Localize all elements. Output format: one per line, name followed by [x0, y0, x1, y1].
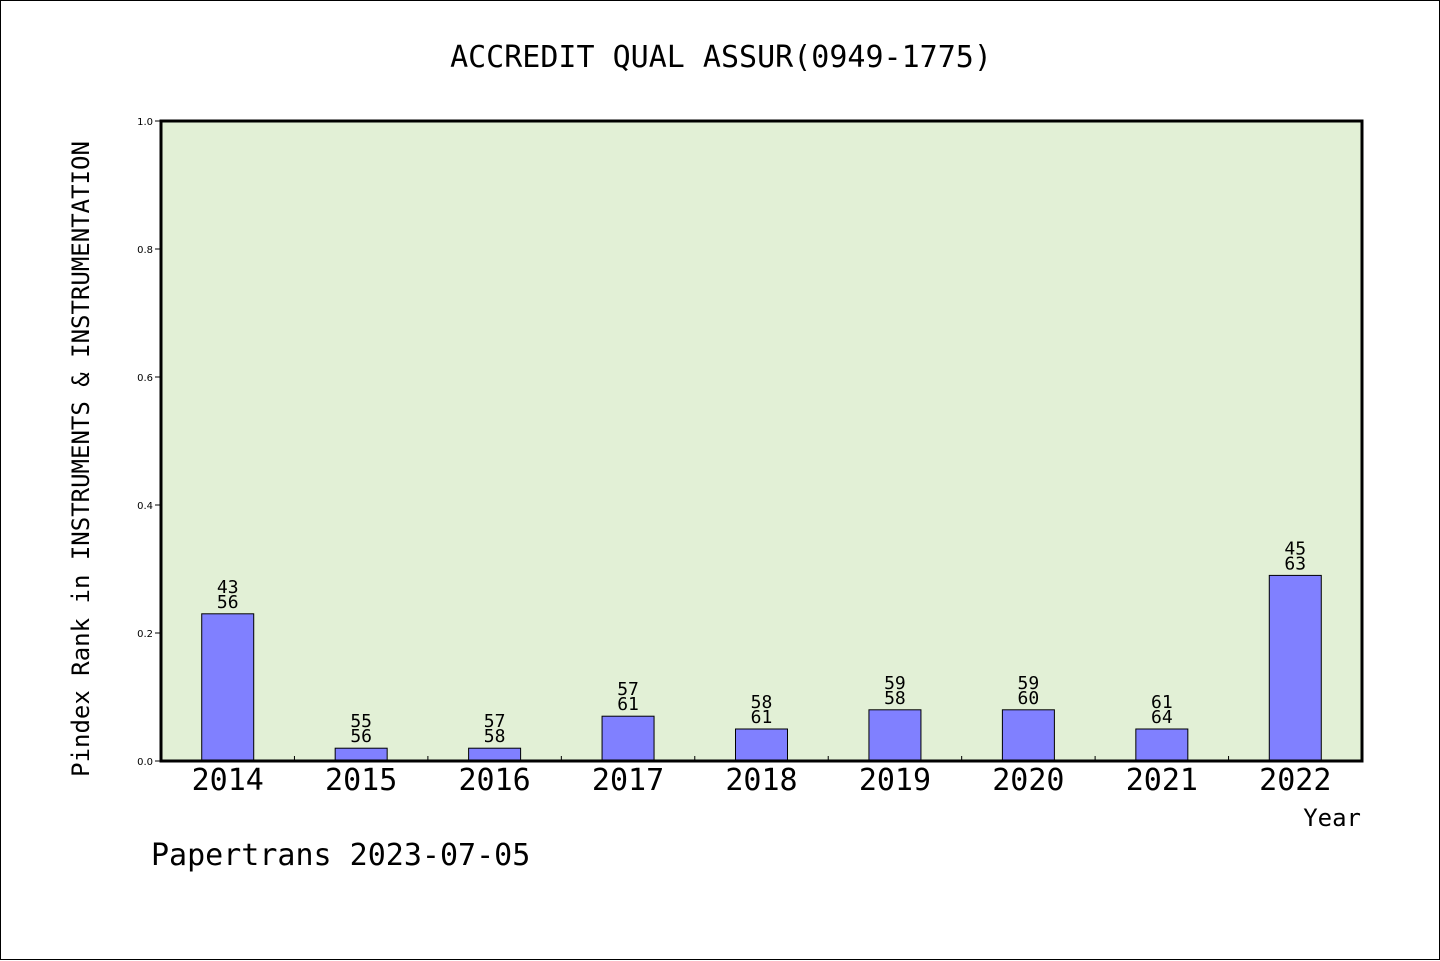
bar-rank-label-2017: 57 [617, 679, 639, 700]
ticks-layer: 2014 2015 2016 2017 2018 2019 2020 2021 2022 0.0 0… [137, 117, 1331, 798]
bar-2020 [1001, 709, 1055, 762]
y-tick-label: 0.2 [137, 629, 153, 640]
bar-2021 [1135, 728, 1189, 762]
bar-rank-label-2018: 58 [751, 692, 773, 713]
bar-rank-label-2020: 59 [1018, 673, 1040, 694]
bar-total-label-2014: 56 [217, 592, 239, 613]
x-axis-label: Year [1303, 804, 1361, 832]
bar-2014 [201, 613, 255, 762]
bar-2018 [735, 728, 788, 762]
y-tick-label: 0.6 [137, 373, 153, 384]
bar-2019 [868, 709, 922, 762]
y-tick-label: 1.0 [137, 117, 153, 128]
bar-total-label-2015: 56 [350, 726, 372, 747]
x-tick-label-2022: 2022 [1259, 763, 1331, 798]
bar-total-label-2021: 64 [1151, 707, 1173, 728]
x-tick-label-2019: 2019 [859, 763, 931, 798]
bar-total-label-2020: 60 [1018, 688, 1040, 709]
y-tick-label: 0.8 [137, 245, 153, 256]
bar-2015 [334, 747, 388, 762]
chart-title: ACCREDIT QUAL ASSUR(0949-1775) [450, 40, 992, 75]
bar-2016 [468, 747, 522, 762]
x-tick-label-2020: 2020 [992, 763, 1064, 798]
x-tick-label-2021: 2021 [1126, 763, 1198, 798]
footer-text: Papertrans 2023-07-05 [151, 838, 530, 873]
bar-total-label-2019: 58 [884, 688, 906, 709]
bar-rank-label-2016: 57 [484, 711, 506, 732]
bar-2017 [601, 715, 655, 762]
plot-area [161, 121, 1362, 761]
bar-total-label-2017: 61 [617, 694, 639, 715]
y-axis-label: Pindex Rank in INSTRUMENTS & INSTRUMENTA… [67, 141, 95, 777]
bar-2022 [1268, 574, 1322, 762]
plot-border [159, 119, 1364, 763]
x-tick-label-2015: 2015 [325, 763, 397, 798]
bar-rank-label-2014: 43 [217, 577, 239, 598]
bar-rank-label-2015: 55 [350, 711, 372, 732]
bar-rank-label-2021: 61 [1151, 692, 1173, 713]
y-tick-label: 0.0 [137, 757, 153, 768]
x-tick-label-2018: 2018 [725, 763, 797, 798]
x-tick-label-2014: 2014 [192, 763, 264, 798]
bar-total-label-2022: 63 [1284, 553, 1306, 574]
x-tick-label-2017: 2017 [592, 763, 664, 798]
bar-rank-label-2019: 59 [884, 673, 906, 694]
bar-rank-label-2022: 45 [1284, 538, 1306, 559]
bar-total-label-2016: 58 [484, 726, 506, 747]
bar-total-label-2018: 61 [751, 707, 773, 728]
y-tick-label: 0.4 [137, 501, 153, 512]
x-tick-label-2016: 2016 [458, 763, 530, 798]
